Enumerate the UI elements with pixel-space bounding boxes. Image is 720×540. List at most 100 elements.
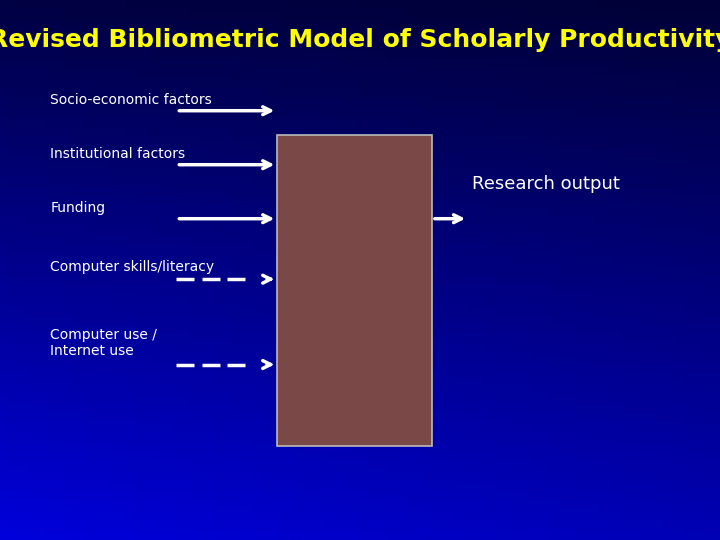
Bar <box>189 0 198 540</box>
Bar <box>0 102 720 108</box>
Bar <box>0 230 720 237</box>
Bar <box>72 0 81 540</box>
Bar <box>0 270 720 276</box>
Bar <box>0 526 720 534</box>
Text: Revised Bibliometric Model of Scholarly Productivity: Revised Bibliometric Model of Scholarly … <box>0 29 720 52</box>
Bar <box>306 0 315 540</box>
Bar <box>432 0 441 540</box>
Bar <box>0 465 720 472</box>
Bar <box>0 176 720 183</box>
Bar <box>0 372 720 378</box>
Bar <box>81 0 90 540</box>
Bar <box>387 0 396 540</box>
Bar <box>0 40 720 47</box>
Bar <box>0 399 720 405</box>
Bar <box>162 0 171 540</box>
Bar <box>531 0 540 540</box>
Bar <box>297 0 306 540</box>
Bar <box>0 148 720 156</box>
Bar <box>0 492 720 500</box>
Bar <box>0 141 720 149</box>
Bar <box>0 338 720 345</box>
Bar <box>0 216 720 222</box>
Bar <box>234 0 243 540</box>
Bar <box>90 0 99 540</box>
Bar <box>603 0 612 540</box>
Bar <box>288 0 297 540</box>
Text: Computer skills/literacy: Computer skills/literacy <box>50 260 215 274</box>
Bar <box>486 0 495 540</box>
Bar <box>225 0 234 540</box>
Bar <box>396 0 405 540</box>
Bar <box>0 432 720 438</box>
Bar <box>0 291 720 297</box>
Bar <box>351 0 360 540</box>
Bar <box>558 0 567 540</box>
Bar <box>621 0 630 540</box>
Bar <box>0 14 720 20</box>
Bar <box>153 0 162 540</box>
Bar <box>378 0 387 540</box>
Bar <box>0 534 720 540</box>
Bar <box>0 426 720 432</box>
Bar <box>0 513 720 519</box>
Bar <box>0 108 720 115</box>
Bar <box>594 0 603 540</box>
Bar <box>585 0 594 540</box>
Bar <box>117 0 126 540</box>
Text: Institutional factors: Institutional factors <box>50 147 186 161</box>
Bar <box>0 284 720 291</box>
Bar <box>270 0 279 540</box>
Bar <box>0 162 720 168</box>
Bar <box>657 0 666 540</box>
Bar <box>0 472 720 480</box>
Text: Research output: Research output <box>472 174 619 193</box>
Bar <box>450 0 459 540</box>
Bar <box>0 318 720 324</box>
Bar <box>45 0 54 540</box>
Bar <box>207 0 216 540</box>
Bar <box>0 310 720 317</box>
Bar <box>0 128 720 135</box>
Bar <box>0 263 720 270</box>
Bar <box>495 0 504 540</box>
Bar <box>0 405 720 411</box>
Bar <box>324 0 333 540</box>
Bar <box>315 0 324 540</box>
Bar <box>0 438 720 445</box>
Bar <box>0 303 720 310</box>
Bar <box>0 27 720 33</box>
Bar <box>639 0 648 540</box>
Bar <box>666 0 675 540</box>
Bar <box>0 453 720 459</box>
Bar <box>333 0 342 540</box>
Bar <box>9 0 18 540</box>
Bar <box>0 480 720 486</box>
Bar <box>0 500 720 507</box>
Bar <box>0 68 720 74</box>
Bar <box>369 0 378 540</box>
Bar <box>0 183 720 189</box>
Bar <box>423 0 432 540</box>
Bar <box>0 122 720 128</box>
Bar <box>0 384 720 391</box>
Bar <box>180 0 189 540</box>
Bar <box>198 0 207 540</box>
Bar <box>0 392 720 399</box>
Bar <box>684 0 693 540</box>
Bar <box>0 115 720 122</box>
Bar <box>0 222 720 230</box>
Bar <box>576 0 585 540</box>
Bar <box>243 0 252 540</box>
Bar <box>504 0 513 540</box>
Bar <box>360 0 369 540</box>
Bar <box>0 209 720 216</box>
Bar <box>63 0 72 540</box>
Bar <box>0 459 720 465</box>
Bar <box>414 0 423 540</box>
Bar <box>477 0 486 540</box>
Bar <box>0 418 720 426</box>
Bar <box>277 135 432 446</box>
Bar <box>441 0 450 540</box>
Bar <box>108 0 117 540</box>
